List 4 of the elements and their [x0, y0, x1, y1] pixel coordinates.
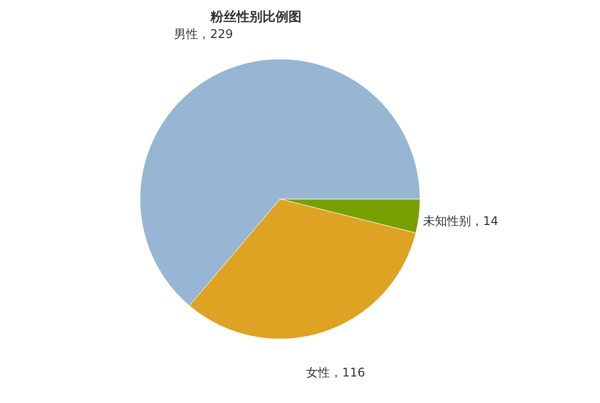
- slice-label: 女性，116: [306, 365, 366, 380]
- slice-label: 男性，229: [174, 26, 234, 41]
- chart-title: 粉丝性别比例图: [210, 8, 302, 25]
- slice-label: 未知性别，14: [422, 214, 498, 228]
